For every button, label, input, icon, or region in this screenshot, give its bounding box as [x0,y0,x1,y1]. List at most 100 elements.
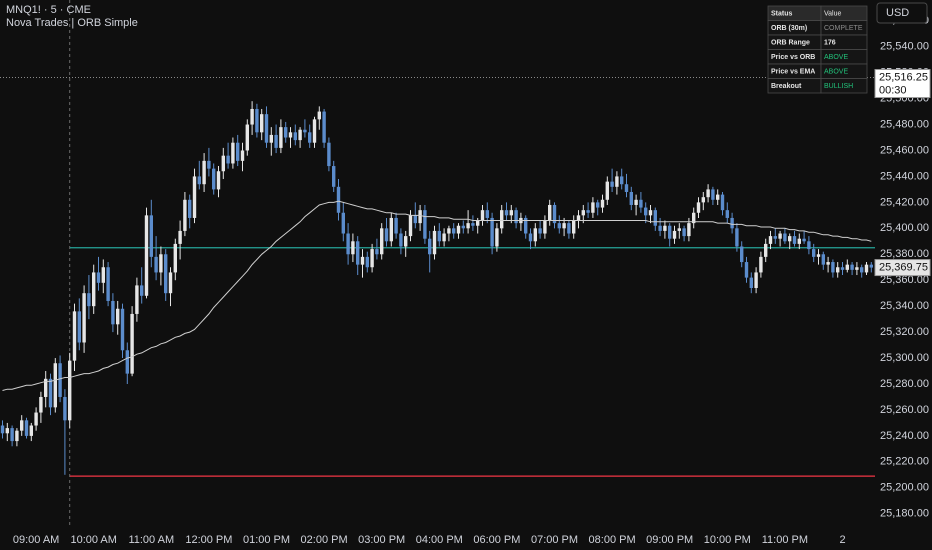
candle-body [850,264,854,270]
candle-body [720,194,725,211]
candle-body [437,230,441,242]
candle-body [855,267,859,270]
candle-body [269,134,273,143]
candle-body [15,430,19,442]
candle-body [260,114,264,133]
candle-body [0,425,5,434]
y-tick-label: 25,280.00 [880,378,929,390]
table-value: ABOVE [824,54,848,61]
candle-body [87,293,91,307]
table-label: ORB Range [771,40,810,47]
candle-body [480,210,485,221]
candle-body [298,129,302,141]
candle-body [596,202,600,208]
y-tick-label: 25,220.00 [880,456,929,468]
y-tick-label: 25,260.00 [880,404,929,416]
candle-body [389,217,393,242]
candle-body [96,272,101,283]
candle-body [812,249,816,257]
candle-body [173,243,177,273]
currency-button[interactable] [876,2,928,24]
candle-body [543,220,547,234]
candle-body [648,210,653,216]
crosshair-price-label: 25,516.25 [879,71,928,83]
candle-body [149,215,153,257]
table-value: 176 [824,40,836,47]
ema-line [2,200,872,391]
table-label: Price vs ORB [771,54,815,61]
candle-body [92,272,96,307]
candle-body [797,238,801,244]
candle-body [773,236,777,239]
candle-body [528,233,533,242]
currency-label[interactable]: USD [886,7,909,19]
candle-body [706,189,710,198]
candle-body [5,428,9,434]
candle-body [634,199,638,205]
candle-body [394,217,398,234]
crosshair-countdown: 00:30 [879,84,907,96]
candle-body [408,215,413,237]
candle-body [524,217,528,234]
candle-body [183,199,187,231]
candle-body [135,285,139,314]
candle-body [778,233,782,239]
x-tick-label: 07:00 PM [531,534,578,546]
candle-body [72,311,77,361]
x-tick-label: 10:00 AM [70,534,116,546]
candle-body [293,132,297,141]
candle-body [274,134,278,148]
candle-body [615,176,619,187]
x-tick-label: 09:00 PM [646,534,693,546]
candle-body [432,230,437,255]
candle-body [754,272,758,288]
candle-body [471,223,475,226]
candle-body [236,142,240,161]
candle-body [164,254,168,294]
candle-body [423,210,427,239]
candle-body [500,210,504,229]
candle-body [682,228,686,237]
candle-body [279,127,283,148]
candle-body [869,264,873,268]
table-value: BULLISH [824,83,853,90]
candle-body [221,155,225,172]
candle-body [572,220,576,234]
candle-body [341,212,345,234]
candle-body [764,243,768,257]
candle-body [744,262,749,278]
candle-body [663,225,667,231]
candle-body [418,210,422,224]
candle-body [111,300,115,325]
last-price-box [874,259,931,277]
candle-body [759,256,763,273]
x-tick-label: 04:00 PM [416,534,463,546]
table-label: ORB (30m) [771,25,807,32]
candle-body [250,108,254,125]
candle-body [207,160,211,169]
candle-body [567,223,571,234]
candle-body [668,225,672,239]
candle-body [677,228,681,231]
y-tick-label: 25,180.00 [880,508,929,520]
y-tick-label: 25,360.00 [880,274,929,286]
candle-body [77,311,81,343]
candle-body [212,168,216,190]
candle-body [557,223,561,229]
candle-body [140,285,144,296]
y-tick-label: 25,400.00 [880,222,929,234]
candle-body [452,228,456,234]
candle-body [317,111,321,120]
candle-body [255,108,259,133]
candle-body [10,428,14,442]
x-tick-label: 10:00 PM [704,534,751,546]
candle-body [735,228,739,247]
table-label: Status [771,11,793,18]
candle-body [303,129,307,133]
x-tick-label: 02:00 PM [301,534,348,546]
candle-body [226,155,230,164]
candle-body [360,256,365,265]
table-value: COMPLETE [824,25,863,32]
candle-body [725,210,729,218]
